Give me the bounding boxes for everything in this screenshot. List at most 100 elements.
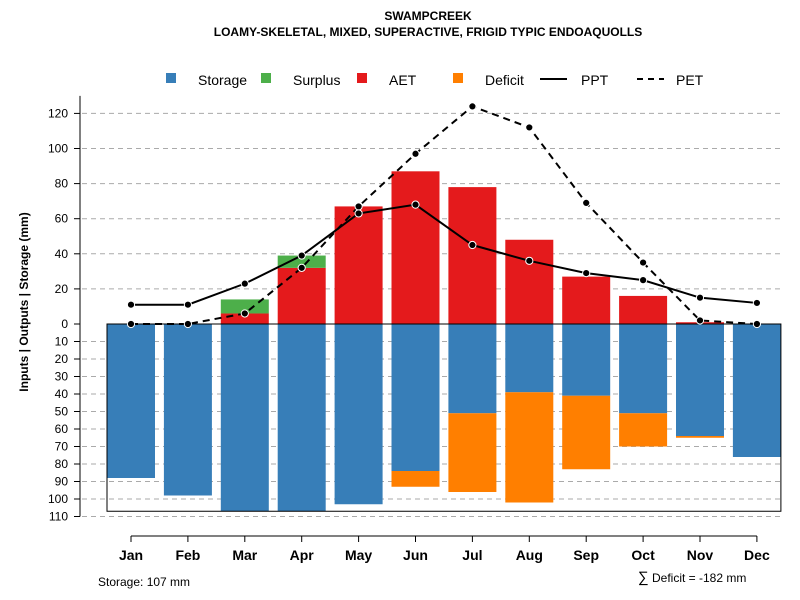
y-tick-label: 90 xyxy=(55,475,69,489)
x-tick-label: Apr xyxy=(290,547,315,563)
storage-bar xyxy=(676,324,724,436)
legend-surplus-swatch xyxy=(261,73,271,83)
aet-bar xyxy=(334,206,383,324)
legend-deficit-swatch xyxy=(453,73,463,83)
ppt-point xyxy=(468,240,477,250)
x-tick-label: Jan xyxy=(119,547,143,563)
pet-point xyxy=(411,149,420,158)
legend-surplus-label: Surplus xyxy=(293,72,340,88)
y-axis-label: Inputs | Outputs | Storage (mm) xyxy=(17,212,31,391)
chart-title: SWAMPCREEK xyxy=(384,9,472,23)
aet-bar xyxy=(562,276,611,324)
deficit-bar xyxy=(391,471,440,487)
x-tick-label: May xyxy=(345,547,372,563)
x-tick-label: Jul xyxy=(462,547,482,563)
deficit-bar xyxy=(505,392,554,503)
legend-aet-swatch xyxy=(357,73,367,83)
pet-point xyxy=(354,202,363,211)
storage-bar xyxy=(732,324,781,457)
pet-point xyxy=(183,319,192,329)
legend-aet-label: AET xyxy=(389,72,417,88)
sigma-icon: ∑ xyxy=(638,569,649,586)
x-tick-label: Nov xyxy=(687,547,714,563)
x-tick-label: Feb xyxy=(175,547,200,563)
deficit-bar xyxy=(448,413,497,492)
y-tick-label: 20 xyxy=(55,352,69,366)
y-tick-label: 80 xyxy=(55,177,69,191)
ppt-point xyxy=(695,293,705,302)
storage-bar xyxy=(391,324,440,471)
pet-point xyxy=(695,316,705,325)
y-tick-label: 100 xyxy=(48,492,68,506)
y-tick-label: 0 xyxy=(61,317,68,331)
storage-bar xyxy=(562,324,611,396)
legend-ppt-label: PPT xyxy=(581,72,609,88)
deficit-note: Deficit = -182 mm xyxy=(652,571,746,585)
chart-subtitle: LOAMY-SKELETAL, MIXED, SUPERACTIVE, FRIG… xyxy=(214,25,642,39)
ppt-point xyxy=(126,300,136,309)
y-tick-label: 110 xyxy=(49,510,68,524)
series-lines xyxy=(126,102,762,329)
deficit-bar xyxy=(562,395,611,470)
deficit-bar xyxy=(676,436,724,438)
aet-bar xyxy=(619,295,668,324)
storage-bar xyxy=(277,324,326,512)
surplus-bar xyxy=(220,299,269,314)
pet-point xyxy=(240,309,249,318)
y-tick-label: 40 xyxy=(55,387,69,401)
y-tick-label: 50 xyxy=(55,405,69,419)
pet-point xyxy=(468,102,477,111)
ppt-point xyxy=(354,209,363,218)
ppt-point xyxy=(183,300,192,309)
aet-bar xyxy=(220,313,269,324)
legend-deficit-label: Deficit xyxy=(485,72,524,88)
x-tick-label: Sep xyxy=(573,547,599,563)
x-tick-label: Mar xyxy=(232,547,257,563)
storage-bar xyxy=(220,324,269,512)
y-tick-label: 60 xyxy=(55,212,69,226)
y-tick-label: 120 xyxy=(48,106,68,120)
pet-point xyxy=(297,263,306,272)
legend: Storage Surplus AET Deficit PPT PET xyxy=(166,72,704,88)
ppt-point xyxy=(582,269,591,278)
aet-bar xyxy=(505,239,554,324)
ppt-point xyxy=(240,279,249,288)
aet-bar xyxy=(448,187,497,324)
aet-bar xyxy=(277,267,326,324)
storage-bar xyxy=(334,324,383,505)
x-tick-label: Jun xyxy=(403,547,428,563)
y-tick-label: 70 xyxy=(55,440,69,454)
storage-bar xyxy=(619,324,668,414)
legend-storage-swatch xyxy=(166,73,176,83)
pet-point xyxy=(582,198,591,208)
ppt-point xyxy=(297,251,306,260)
pet-line xyxy=(131,105,757,325)
ppt-point xyxy=(411,200,420,209)
pet-point xyxy=(639,258,648,267)
y-tick-label: 20 xyxy=(55,282,69,296)
pet-point xyxy=(752,319,762,329)
legend-storage-label: Storage xyxy=(198,72,247,88)
x-tick-label: Aug xyxy=(516,547,543,563)
ppt-line xyxy=(131,203,757,306)
storage-bar xyxy=(107,324,155,478)
y-tick-label: 60 xyxy=(55,422,69,436)
y-tick-label: 10 xyxy=(55,335,69,349)
storage-bar xyxy=(163,324,212,496)
x-tick-label: Oct xyxy=(631,547,655,563)
storage-note: Storage: 107 mm xyxy=(98,575,190,589)
pet-point xyxy=(126,319,136,329)
y-tick-label: 40 xyxy=(55,247,69,261)
y-tick-label: 30 xyxy=(55,370,69,384)
ppt-point xyxy=(525,256,534,265)
bars xyxy=(107,171,781,512)
storage-bar xyxy=(448,324,497,414)
storage-bar xyxy=(505,324,554,393)
pet-point xyxy=(525,123,534,132)
y-tick-label: 80 xyxy=(55,457,69,471)
surplus-bar xyxy=(277,255,326,268)
ppt-point xyxy=(639,276,648,285)
deficit-bar xyxy=(619,413,668,447)
legend-pet-label: PET xyxy=(676,72,704,88)
